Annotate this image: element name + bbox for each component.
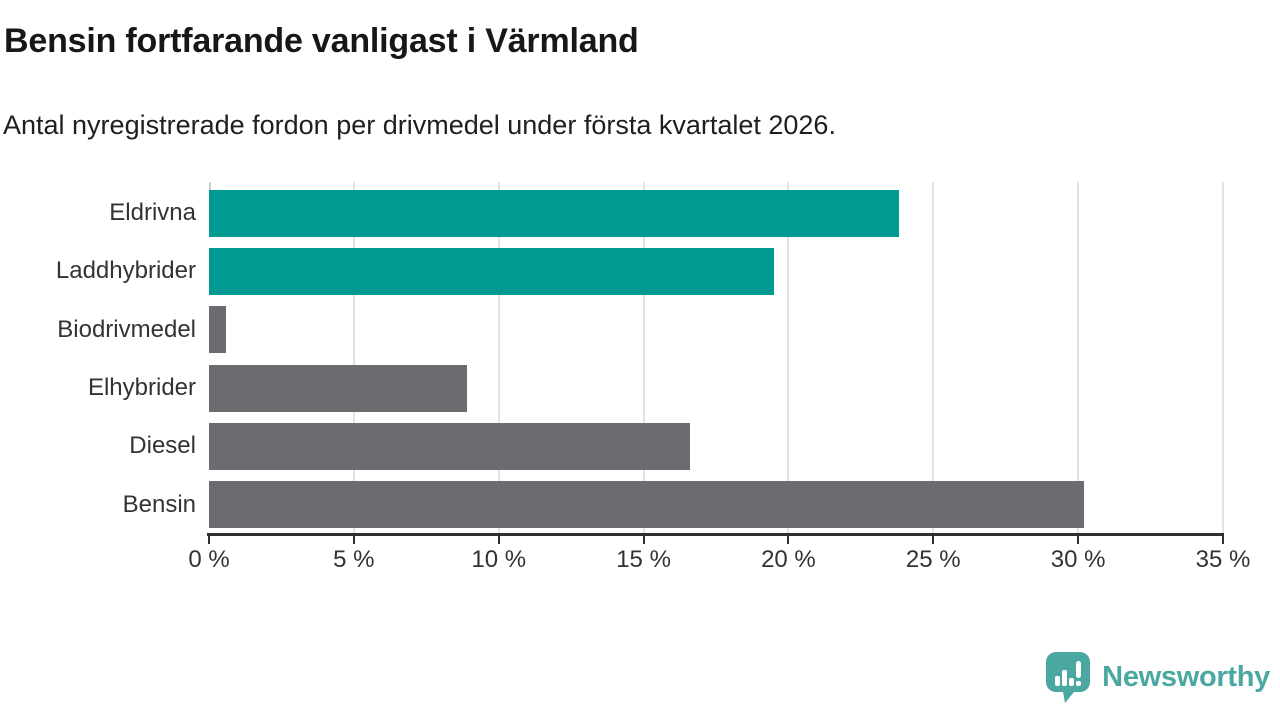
x-tick-label-10: 10 % [471,546,527,573]
gridline-5 [352,182,355,534]
x-axis-tick-labels: 0 % 5 % 10 % 15 % 20 % 25 % 30 % 35 % [188,546,1250,576]
zero-gridline-stub [209,182,211,190]
x-tick-35 [1222,535,1224,544]
bar-laddhybrider [209,247,774,295]
newsworthy-speech-bubble-chart-icon [1044,650,1092,704]
x-tick-label-30: 30 % [1050,546,1106,573]
gridline-15 [642,182,645,534]
x-tick-label-0: 0 % [188,546,230,573]
category-label-biodrivmedel: Biodrivmedel [57,315,196,343]
x-tick-label-20: 20 % [761,546,816,573]
gridline-25 [932,182,935,534]
x-tick-0 [208,535,210,544]
x-tick-25 [932,535,935,544]
category-label-eldrivna: Eldrivna [109,199,196,227]
x-tick-label-5: 5 % [333,546,375,573]
chart-subtitle: Antal nyregistrerade fordon per drivmede… [3,110,836,140]
gridline-35 [1222,182,1224,534]
category-label-elhybrider: Elhybrider [87,374,196,401]
bar-diesel [209,422,690,470]
gridline-10 [497,182,500,534]
category-axis: Eldrivna Laddhybrider Biodrivmedel Elhybrid… [0,182,196,534]
x-tick-label-25: 25 % [905,546,961,573]
bar-bensin [209,481,1084,529]
plot-area [207,182,1224,544]
bar-elhybrider [209,364,467,412]
gridline-20 [787,182,790,534]
bar-biodrivmedel [209,306,227,354]
x-tick-5 [352,535,355,544]
category-label-bensin: Bensin [122,490,196,518]
newsworthy-logo: Newsworthy [1044,650,1270,704]
x-tick-30 [1077,535,1080,544]
gridline-30 [1077,182,1080,534]
category-label-diesel: Diesel [129,432,196,460]
chart-title: Bensin fortfarande vanligast i Värmland [4,22,639,60]
bar-eldrivna [209,189,899,237]
category-label-laddhybrider: Laddhybrider [55,257,196,285]
brand-name: Newsworthy [1102,660,1270,693]
x-tick-label-15: 15 % [616,546,671,573]
x-tick-10 [497,535,500,544]
x-axis-line [207,533,1224,536]
x-tick-20 [787,535,790,544]
x-tick-label-35: 35 % [1195,546,1251,573]
x-tick-15 [642,535,645,544]
